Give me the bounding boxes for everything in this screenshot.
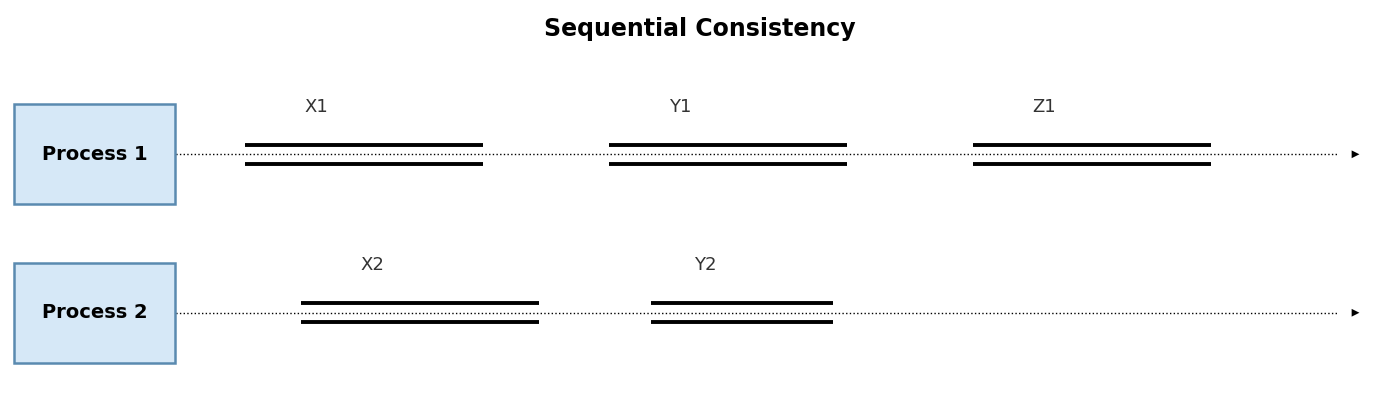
- Text: Y2: Y2: [694, 256, 717, 274]
- Text: X1: X1: [305, 98, 328, 116]
- Text: Y1: Y1: [669, 98, 692, 116]
- FancyBboxPatch shape: [14, 263, 175, 363]
- Text: Process 2: Process 2: [42, 303, 147, 322]
- Text: Process 1: Process 1: [42, 145, 147, 164]
- Text: X2: X2: [360, 256, 385, 274]
- Text: Sequential Consistency: Sequential Consistency: [545, 17, 855, 41]
- FancyBboxPatch shape: [14, 104, 175, 204]
- Text: Z1: Z1: [1033, 98, 1056, 116]
